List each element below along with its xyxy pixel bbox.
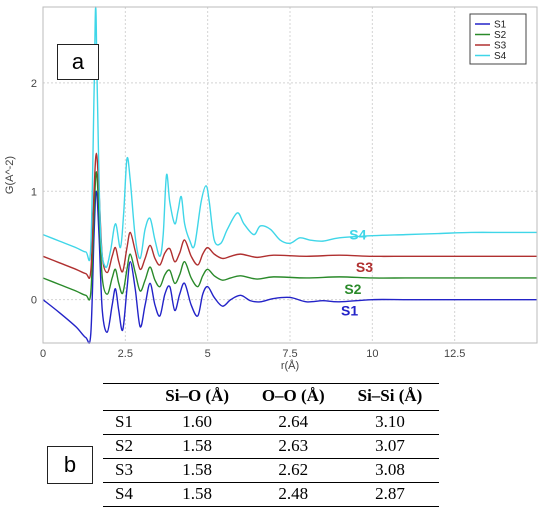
y-axis-label: G(A^-2) <box>4 156 16 194</box>
legend-label-s3: S3 <box>494 41 507 52</box>
curve-label-s4: S4 <box>349 227 366 243</box>
curve-label-s3: S3 <box>356 259 373 275</box>
legend-label-s2: S2 <box>494 30 507 41</box>
table-cell: 2.64 <box>245 410 341 435</box>
table-row: S4 1.58 2.48 2.87 <box>103 482 439 507</box>
curve-label-s1: S1 <box>341 302 358 318</box>
y-tick-label: 1 <box>31 186 37 198</box>
x-tick-label: 2.5 <box>118 348 133 360</box>
panel-label-a: a <box>57 44 99 80</box>
x-tick-label: 0 <box>40 348 46 360</box>
table-row: S1 1.60 2.64 3.10 <box>103 410 439 435</box>
table-row: S3 1.58 2.62 3.08 <box>103 458 439 483</box>
x-tick-label: 5 <box>205 348 211 360</box>
table-cell: 1.58 <box>148 434 246 459</box>
table-cell: 3.08 <box>340 458 439 483</box>
series-line-s4 <box>42 6 537 269</box>
legend-label-s4: S4 <box>494 51 507 62</box>
plot-frame <box>42 6 538 344</box>
table-cell: 3.07 <box>340 434 439 459</box>
table-header-cell: Si–O (Å) <box>148 383 246 411</box>
table-cell: 2.87 <box>340 482 439 507</box>
table-cell: 3.10 <box>340 410 439 435</box>
y-tick-label: 0 <box>31 295 37 307</box>
table-header-cell: O–O (Å) <box>245 383 341 411</box>
chart-curve-labels: S1 S2 S3 S4 <box>341 227 373 319</box>
chart-series-layer <box>42 6 537 344</box>
y-tick-label: 2 <box>31 78 37 90</box>
x-tick-label: 12.5 <box>444 348 465 360</box>
curve-label-s2: S2 <box>344 281 361 297</box>
distance-table: Si–O (Å) O–O (Å) Si–Si (Å) S1 1.60 2.64 … <box>103 383 439 507</box>
series-line-s1 <box>42 190 537 344</box>
table-header-cell <box>103 383 149 411</box>
chart-ticks: 0 2.5 5 7.5 10 12.5 0 1 2 <box>31 78 466 360</box>
x-tick-label: 7.5 <box>282 348 297 360</box>
chart-grid <box>42 7 537 343</box>
panel-label-b: b <box>47 446 93 484</box>
table-cell: 1.58 <box>148 458 246 483</box>
x-tick-label: 10 <box>366 348 378 360</box>
table-header-cell: Si–Si (Å) <box>340 383 439 411</box>
table-cell: 2.63 <box>245 434 341 459</box>
table-cell: S1 <box>103 410 149 435</box>
legend-label-s1: S1 <box>494 20 507 31</box>
table-cell: S3 <box>103 458 149 483</box>
x-axis-label: r(Å) <box>281 359 299 372</box>
table-cell: S2 <box>103 434 149 459</box>
table-cell: S4 <box>103 482 149 507</box>
table-cell: 2.62 <box>245 458 341 483</box>
table-row: S2 1.58 2.63 3.07 <box>103 434 439 459</box>
table-cell: 1.58 <box>148 482 246 507</box>
table-header-row: Si–O (Å) O–O (Å) Si–Si (Å) <box>103 383 439 411</box>
table-cell: 2.48 <box>245 482 341 507</box>
table-cell: 1.60 <box>148 410 246 435</box>
